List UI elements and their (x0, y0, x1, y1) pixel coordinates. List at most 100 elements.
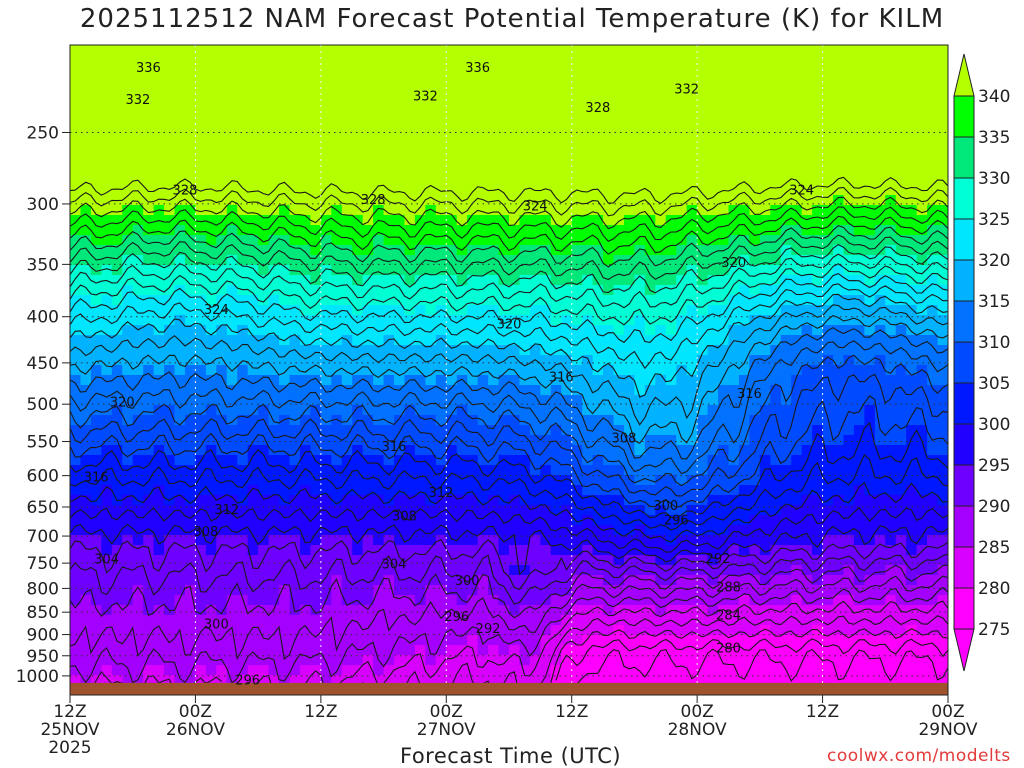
field-cell (70, 505, 82, 516)
field-cell (268, 255, 280, 266)
field-cell (70, 235, 82, 246)
field-cell (352, 485, 364, 496)
field-cell (707, 345, 719, 356)
field-cell (184, 175, 197, 186)
field-cell (414, 505, 426, 516)
field-cell (153, 535, 165, 546)
field-cell (561, 625, 573, 636)
field-cell (331, 585, 343, 596)
field-cell (644, 275, 656, 286)
field-cell (195, 375, 207, 386)
field-cell (425, 515, 437, 526)
field-cell (509, 485, 521, 496)
field-cell (697, 665, 709, 676)
field-cell (843, 245, 855, 256)
field-cell (111, 465, 123, 476)
field-cell (571, 125, 583, 136)
field-cell (843, 295, 855, 306)
field-cell (111, 535, 123, 546)
field-cell (634, 345, 646, 356)
field-cell (331, 595, 343, 606)
field-cell (529, 205, 541, 216)
field-cell (676, 555, 688, 566)
field-cell (509, 565, 521, 576)
field-cell (749, 435, 761, 446)
field-cell (477, 585, 489, 596)
field-cell (707, 625, 719, 636)
field-cell (477, 175, 489, 186)
field-cell (394, 495, 406, 506)
field-cell (770, 55, 782, 66)
field-cell (258, 85, 270, 96)
field-cell (122, 395, 134, 406)
field-cell (414, 475, 426, 486)
field-cell (279, 585, 291, 596)
field-cell (80, 125, 92, 136)
field-cell (289, 445, 301, 456)
field-cell (446, 635, 458, 646)
field-cell (435, 195, 447, 206)
field-cell (289, 395, 301, 406)
field-cell (488, 365, 500, 376)
field-cell (801, 95, 813, 106)
field-cell (498, 175, 510, 186)
field-cell (132, 295, 144, 306)
field-cell (205, 75, 217, 86)
field-cell (540, 435, 552, 446)
field-cell (164, 365, 176, 376)
field-cell (174, 565, 186, 576)
field-cell (561, 225, 573, 236)
field-cell (184, 75, 197, 86)
field-cell (592, 245, 604, 256)
field-cell (561, 645, 573, 656)
field-cell (184, 285, 197, 296)
field-cell (613, 665, 625, 676)
field-cell (477, 625, 489, 636)
field-cell (195, 625, 207, 636)
field-cell (331, 155, 343, 166)
field-cell (414, 245, 426, 256)
field-cell (268, 635, 280, 646)
field-cell (759, 545, 771, 556)
field-cell (509, 645, 521, 656)
field-cell (801, 65, 813, 76)
field-cell (226, 315, 238, 326)
field-cell (414, 275, 426, 286)
field-cell (644, 545, 656, 556)
field-cell (592, 195, 604, 206)
field-cell (623, 75, 636, 86)
field-cell (446, 205, 458, 216)
field-cell (843, 335, 855, 346)
field-cell (456, 315, 468, 326)
field-cell (801, 85, 813, 96)
field-cell (404, 665, 416, 676)
field-cell (582, 285, 594, 296)
field-cell (456, 65, 468, 76)
field-cell (373, 65, 385, 76)
field-cell (195, 385, 207, 396)
field-cell (383, 465, 395, 476)
field-cell (540, 395, 552, 406)
field-cell (529, 135, 541, 146)
field-cell (718, 635, 730, 646)
field-cell (425, 655, 437, 666)
field-cell (853, 245, 865, 256)
field-cell (268, 605, 280, 616)
field-cell (571, 465, 583, 476)
field-cell (289, 125, 301, 136)
field-cell (70, 475, 82, 486)
field-cell (153, 495, 165, 506)
field-cell (686, 135, 698, 146)
field-cell (759, 655, 771, 666)
field-cell (529, 365, 541, 376)
field-cell (184, 335, 197, 346)
field-cell (770, 495, 782, 506)
field-cell (310, 565, 322, 576)
field-cell (195, 185, 207, 196)
field-cell (697, 355, 709, 366)
field-cell (864, 175, 876, 186)
field-cell (519, 55, 531, 66)
field-cell (644, 575, 656, 586)
field-cell (655, 505, 667, 516)
field-cell (111, 645, 123, 656)
